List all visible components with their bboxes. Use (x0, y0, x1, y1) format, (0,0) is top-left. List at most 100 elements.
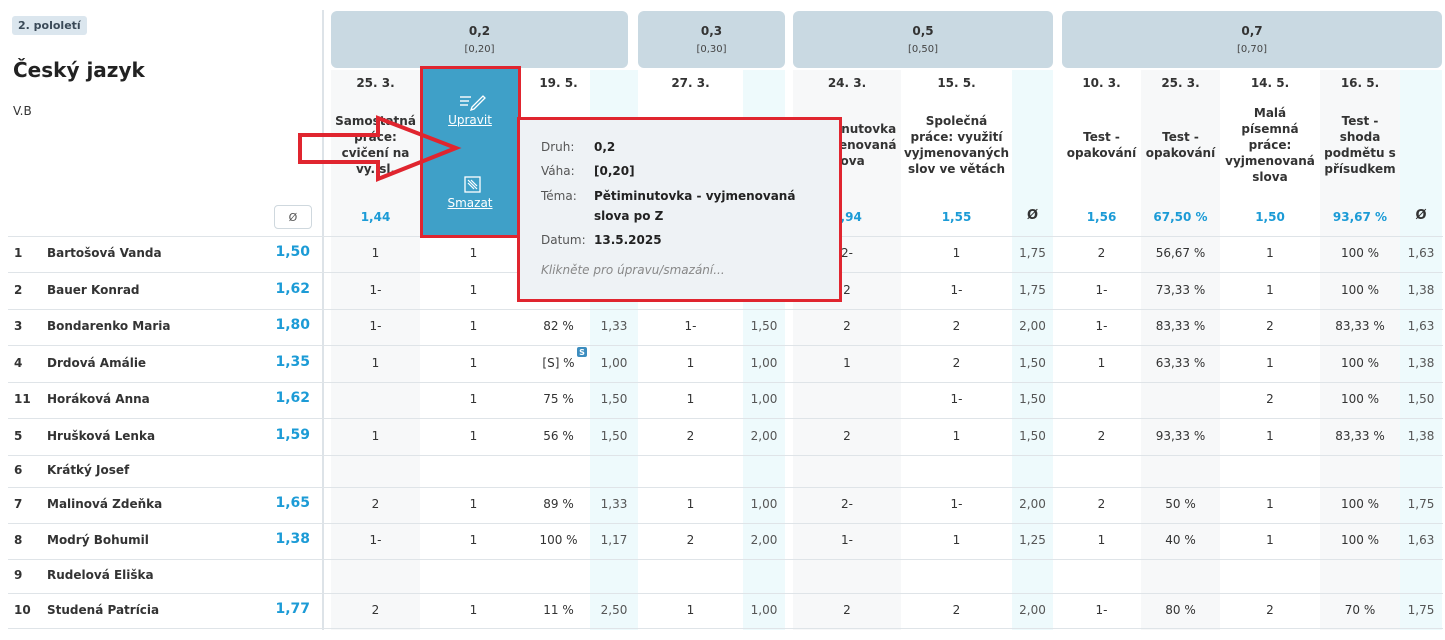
grade-cell[interactable]: 2 (843, 319, 851, 333)
grade-cell[interactable]: 100 % (1340, 392, 1380, 406)
grade-cell[interactable]: 1 (371, 246, 380, 260)
grade-cell[interactable]: 1 (686, 603, 695, 617)
grade-cell[interactable]: 1- (950, 497, 963, 511)
grade-cell[interactable]: 56 % (543, 429, 574, 443)
grade-cell[interactable]: 1 (1266, 497, 1274, 511)
grade-cell[interactable]: 1- (950, 392, 963, 406)
grade-cell[interactable]: 1 (469, 356, 478, 370)
grade-cell[interactable]: 1- (369, 319, 382, 333)
grade-cell[interactable]: 1 (686, 392, 695, 406)
grade-cell[interactable]: 1 (371, 429, 380, 443)
grade-cell[interactable]: 1- (1095, 603, 1108, 617)
column-topic[interactable] (1016, 100, 1049, 190)
grade-cell[interactable]: 40 % (1165, 533, 1196, 547)
grade-cell[interactable]: 1 (1097, 533, 1106, 547)
column-topic[interactable]: Malá písemná práce: vyjmenovaná slova (1225, 106, 1315, 184)
grade-cell[interactable]: 1- (1095, 319, 1108, 333)
grade-cell[interactable]: 1- (684, 319, 697, 333)
grade-cell[interactable]: 83,33 % (1155, 319, 1206, 333)
grade-cell[interactable]: 2 (1266, 392, 1274, 406)
grade-cell[interactable]: 73,33 % (1155, 283, 1206, 297)
grade-cell[interactable]: 2 (843, 429, 851, 443)
grade-cell[interactable]: 100 % (539, 533, 578, 547)
grade-cell[interactable]: 1 (1266, 283, 1274, 297)
group-header-2[interactable]: 0,5 [0,50] (793, 11, 1053, 68)
grade-cell[interactable]: 93,33 % (1155, 429, 1206, 443)
grade-cell[interactable]: 63,33 % (1155, 356, 1206, 370)
grade-cell[interactable]: 1- (841, 533, 853, 547)
grade-cell[interactable]: 1 (469, 283, 478, 297)
grade-cell[interactable]: 2- (841, 246, 853, 260)
grade-cell[interactable]: 1 (1097, 356, 1106, 370)
student-name[interactable]: Krátký Josef (47, 463, 130, 477)
group-header-3[interactable]: 0,7 [0,70] (1062, 11, 1442, 68)
grade-cell[interactable]: 100 % (1340, 533, 1380, 547)
column-topic[interactable]: Test - shoda podmětu s přísudkem (1324, 114, 1396, 176)
column-topic[interactable]: Test - opakování (1066, 130, 1137, 160)
grade-cell[interactable]: 1- (369, 283, 382, 297)
grade-cell[interactable]: 2 (1266, 603, 1274, 617)
grade-cell[interactable]: 2 (952, 603, 961, 617)
grade-cell[interactable]: 1 (469, 429, 478, 443)
column-topic[interactable]: Test - opakování (1145, 130, 1216, 160)
average-sort-button[interactable]: Ø (274, 205, 312, 229)
grade-cell[interactable]: 1 (952, 246, 961, 260)
grade-cell[interactable]: 1 (1266, 356, 1274, 370)
grade-cell[interactable]: 2 (686, 429, 695, 443)
grade-cell[interactable]: 56,67 % (1155, 246, 1206, 260)
grade-cell[interactable]: 1 (371, 356, 380, 370)
grade-cell[interactable]: 1- (369, 533, 382, 547)
grade-cell[interactable]: 2 (371, 497, 380, 511)
grade-cell[interactable]: 2 (1097, 497, 1106, 511)
grade-cell[interactable]: 2- (841, 497, 853, 511)
student-name[interactable]: Modrý Bohumil (47, 533, 149, 547)
grade-cell[interactable]: 1 (469, 246, 478, 260)
grade-cell[interactable]: 70 % (1344, 603, 1376, 617)
student-name[interactable]: Studená Patrícia (47, 603, 160, 617)
grade-cell[interactable]: 2 (686, 533, 695, 547)
grade-cell[interactable]: 1 (1266, 429, 1274, 443)
grade-cell[interactable]: 100 % (1340, 356, 1380, 370)
group-header-0[interactable]: 0,2 [0,20] (331, 11, 628, 68)
grade-cell[interactable]: 83,33 % (1335, 319, 1385, 333)
grade-cell[interactable]: 100 % (1340, 246, 1380, 260)
student-name[interactable]: Drdová Amálie (47, 356, 147, 370)
grade-cell[interactable]: 2 (1097, 429, 1106, 443)
grade-cell[interactable]: 2 (843, 283, 851, 297)
group-header-1[interactable]: 0,3 [0,30] (638, 11, 785, 68)
grade-cell[interactable]: 2 (952, 356, 961, 370)
grade-cell[interactable]: 1- (1095, 283, 1108, 297)
grade-tooltip[interactable] (517, 118, 841, 301)
grade-cell[interactable]: 1 (686, 356, 695, 370)
grade-cell[interactable]: 11 % (543, 603, 574, 617)
grade-cell[interactable]: 1- (950, 283, 963, 297)
student-name[interactable]: Bauer Konrad (47, 283, 140, 297)
student-name[interactable]: Bondarenko Maria (47, 319, 171, 333)
grade-cell[interactable]: 2 (1266, 319, 1274, 333)
grade-cell[interactable]: 75 % (543, 392, 574, 406)
grade-cell[interactable]: 1 (686, 497, 695, 511)
grade-cell[interactable]: 83,33 % (1335, 429, 1385, 443)
grade-cell[interactable]: [S] % (542, 356, 575, 370)
grade-cell[interactable]: 100 % (1340, 497, 1380, 511)
grade-cell[interactable]: 2 (1097, 246, 1106, 260)
grade-cell[interactable]: 2 (843, 603, 851, 617)
grade-cell[interactable]: 1 (1266, 246, 1274, 260)
column-topic[interactable] (1404, 100, 1438, 190)
grade-cell[interactable]: 1 (469, 533, 478, 547)
student-name[interactable]: Rudelová Eliška (47, 568, 154, 582)
grade-cell[interactable]: 1 (843, 356, 851, 370)
grade-cell[interactable]: 1 (469, 603, 478, 617)
student-name[interactable]: Malinová Zdeňka (47, 497, 163, 511)
delete-grade-link[interactable]: Smazat (447, 196, 493, 210)
grade-cell[interactable]: 1 (952, 533, 961, 547)
student-name[interactable]: Hrušková Lenka (47, 429, 156, 443)
grade-cell[interactable]: 1 (1266, 533, 1274, 547)
grade-cell[interactable]: 1 (469, 497, 478, 511)
grade-cell[interactable]: 82 % (543, 319, 574, 333)
student-name[interactable]: Bartošová Vanda (47, 246, 162, 260)
grade-cell[interactable]: 2 (952, 319, 961, 333)
grade-cell[interactable]: 50 % (1165, 497, 1196, 511)
grade-cell[interactable]: 89 % (543, 497, 574, 511)
grade-cell[interactable]: 1 (952, 429, 961, 443)
